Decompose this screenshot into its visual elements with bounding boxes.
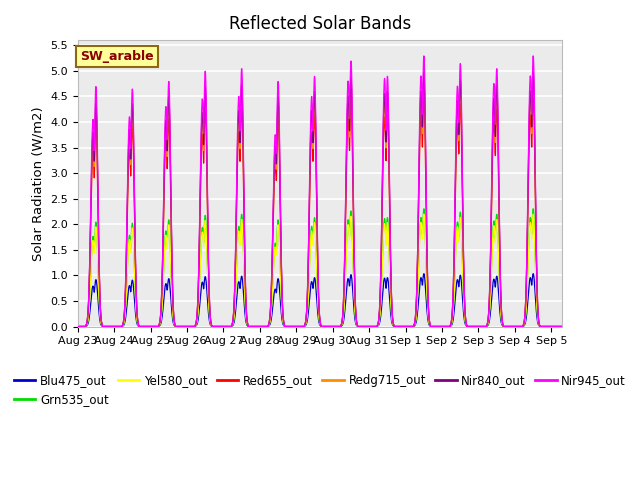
Grn535_out xyxy=(279,317,287,323)
Redg715_out xyxy=(243,318,251,324)
Nir840_out xyxy=(74,324,82,329)
Nir945_out xyxy=(243,317,251,323)
Redg715_out xyxy=(105,324,113,329)
Line: Redg715_out: Redg715_out xyxy=(78,80,562,326)
Grn535_out xyxy=(74,324,82,329)
Yel580_out xyxy=(279,317,287,323)
Legend: Blu475_out, Grn535_out, Yel580_out, Red655_out, Redg715_out, Nir840_out, Nir945_: Blu475_out, Grn535_out, Yel580_out, Red6… xyxy=(9,370,631,411)
Blu475_out xyxy=(105,324,113,329)
Nir840_out xyxy=(105,324,113,329)
Line: Blu475_out: Blu475_out xyxy=(78,274,562,326)
Redg715_out xyxy=(420,77,428,83)
Yel580_out xyxy=(243,321,251,327)
Nir945_out xyxy=(105,324,113,329)
Red655_out xyxy=(420,95,428,101)
Line: Yel580_out: Yel580_out xyxy=(78,214,562,326)
Yel580_out xyxy=(420,211,428,217)
Nir945_out xyxy=(279,308,287,314)
Nir945_out xyxy=(420,53,428,59)
Nir840_out xyxy=(243,318,251,324)
Nir840_out xyxy=(420,69,428,75)
Red655_out xyxy=(342,218,349,224)
Redg715_out xyxy=(97,318,105,324)
Grn535_out xyxy=(97,321,105,327)
Redg715_out xyxy=(74,324,82,329)
Grn535_out xyxy=(342,269,349,275)
Blu475_out xyxy=(232,309,239,315)
Redg715_out xyxy=(232,257,239,263)
Red655_out xyxy=(97,319,105,324)
Nir945_out xyxy=(558,324,566,329)
Grn535_out xyxy=(558,324,566,329)
Red655_out xyxy=(243,318,251,324)
Text: SW_arable: SW_arable xyxy=(80,50,154,63)
Red655_out xyxy=(74,324,82,329)
Title: Reflected Solar Bands: Reflected Solar Bands xyxy=(229,15,411,33)
Nir840_out xyxy=(342,206,349,212)
Yel580_out xyxy=(342,272,349,277)
Grn535_out xyxy=(420,206,428,212)
Redg715_out xyxy=(558,324,566,329)
Yel580_out xyxy=(232,293,239,299)
Redg715_out xyxy=(342,210,349,216)
Line: Red655_out: Red655_out xyxy=(78,98,562,326)
Nir945_out xyxy=(232,250,239,256)
Nir840_out xyxy=(279,309,287,315)
Line: Grn535_out: Grn535_out xyxy=(78,209,562,326)
Blu475_out xyxy=(97,323,105,328)
Nir840_out xyxy=(232,254,239,260)
Red655_out xyxy=(279,311,287,316)
Grn535_out xyxy=(105,324,113,329)
Blu475_out xyxy=(279,321,287,326)
Blu475_out xyxy=(342,299,349,305)
Y-axis label: Solar Radiation (W/m2): Solar Radiation (W/m2) xyxy=(32,106,45,261)
Nir840_out xyxy=(97,318,105,324)
Grn535_out xyxy=(243,321,251,327)
Blu475_out xyxy=(243,323,251,328)
Yel580_out xyxy=(97,321,105,327)
Line: Nir945_out: Nir945_out xyxy=(78,56,562,326)
Nir840_out xyxy=(558,324,566,329)
Yel580_out xyxy=(105,324,113,329)
Yel580_out xyxy=(558,324,566,329)
Grn535_out xyxy=(232,291,239,297)
Nir945_out xyxy=(74,324,82,329)
Blu475_out xyxy=(420,271,428,276)
Red655_out xyxy=(105,324,113,329)
Line: Nir840_out: Nir840_out xyxy=(78,72,562,326)
Nir945_out xyxy=(342,199,349,204)
Nir945_out xyxy=(97,318,105,324)
Blu475_out xyxy=(74,324,82,329)
Redg715_out xyxy=(279,310,287,315)
Red655_out xyxy=(558,324,566,329)
Blu475_out xyxy=(558,324,566,329)
Red655_out xyxy=(232,262,239,267)
Yel580_out xyxy=(74,324,82,329)
